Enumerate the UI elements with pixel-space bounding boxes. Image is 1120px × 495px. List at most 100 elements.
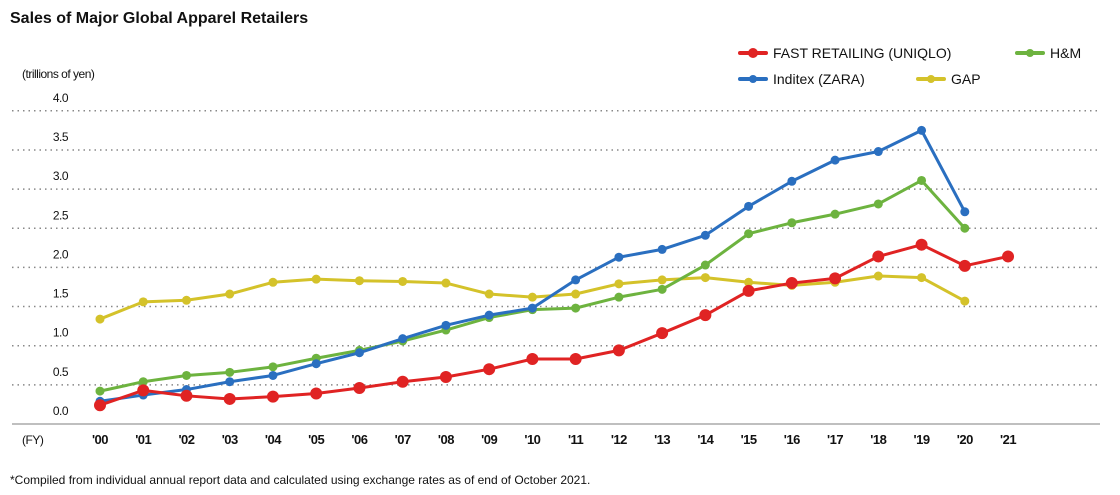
footnote: *Compiled from individual annual report … <box>10 473 590 487</box>
y-tick-label: 2.0 <box>53 247 69 261</box>
x-tick-label: '00 <box>92 432 108 447</box>
data-point <box>657 244 667 254</box>
x-tick-label: '12 <box>611 432 627 447</box>
data-point <box>917 125 927 135</box>
data-point <box>785 277 798 290</box>
data-point <box>266 390 279 403</box>
data-point <box>138 297 148 307</box>
data-point <box>614 252 624 262</box>
data-point <box>700 230 710 240</box>
data-point <box>787 218 797 228</box>
data-point <box>225 377 235 387</box>
legend-marker <box>1026 49 1034 57</box>
data-point <box>917 175 927 185</box>
data-point <box>744 201 754 211</box>
x-tick-label: '20 <box>957 432 973 447</box>
x-tick-label: '02 <box>178 432 194 447</box>
x-axis-label: (FY) <box>22 433 44 447</box>
data-point <box>700 273 710 283</box>
data-point <box>657 275 667 285</box>
y-tick-label: 1.5 <box>53 287 69 301</box>
legend-marker <box>749 75 757 83</box>
x-tick-label: '14 <box>697 432 714 447</box>
x-tick-label: '10 <box>524 432 540 447</box>
data-point <box>614 279 624 289</box>
legend-marker <box>927 75 935 83</box>
data-point <box>571 303 581 313</box>
data-point <box>483 363 496 376</box>
data-point <box>484 289 494 299</box>
x-tick-label: '16 <box>784 432 800 447</box>
legend-label: GAP <box>951 71 981 87</box>
data-point <box>353 381 366 394</box>
legend-label: Inditex (ZARA) <box>773 71 865 87</box>
data-point <box>700 260 710 270</box>
data-point <box>915 238 928 251</box>
data-point <box>1002 250 1015 263</box>
data-point <box>268 362 278 372</box>
x-tick-label: '13 <box>654 432 670 447</box>
chart-title: Sales of Major Global Apparel Retailers <box>10 10 308 27</box>
y-tick-label: 3.0 <box>53 169 69 183</box>
data-point <box>137 384 150 397</box>
data-point <box>569 353 582 366</box>
series-line-0 <box>99 243 1009 407</box>
y-axis-label: (trillions of yen) <box>22 67 95 81</box>
data-point <box>223 392 236 405</box>
data-point <box>94 399 106 412</box>
x-tick-label: '04 <box>265 432 282 447</box>
data-point <box>830 155 840 165</box>
data-point <box>960 223 970 233</box>
data-point <box>268 277 278 287</box>
x-tick-label: '18 <box>870 432 886 447</box>
data-point <box>744 277 754 287</box>
x-tick-label: '19 <box>914 432 930 447</box>
data-point <box>526 353 539 366</box>
data-point <box>614 292 624 302</box>
data-point <box>396 375 409 388</box>
data-point <box>571 289 581 299</box>
data-point <box>225 367 235 377</box>
data-point <box>439 371 452 384</box>
data-point <box>829 272 842 285</box>
data-point <box>268 370 278 380</box>
data-point <box>95 314 105 324</box>
data-point <box>917 273 927 283</box>
data-point <box>181 370 191 380</box>
data-point <box>787 176 797 186</box>
data-point <box>180 389 193 402</box>
y-tick-label: 2.5 <box>53 208 69 222</box>
x-tick-label: '11 <box>568 432 584 447</box>
data-point <box>354 348 364 358</box>
data-point <box>742 284 755 297</box>
x-tick-label: '03 <box>222 432 238 447</box>
data-point <box>311 274 321 284</box>
x-tick-label: '08 <box>438 432 454 447</box>
x-tick-label: '15 <box>741 432 757 447</box>
data-point <box>398 334 408 344</box>
data-point <box>181 295 191 305</box>
data-point <box>441 278 451 288</box>
y-tick-label: 0.0 <box>53 404 69 418</box>
data-point <box>484 310 494 320</box>
data-point <box>873 147 883 157</box>
data-point <box>699 309 712 322</box>
x-tick-label: '01 <box>135 432 151 447</box>
data-point <box>138 377 148 387</box>
data-point <box>527 292 537 302</box>
legend-marker <box>748 48 758 58</box>
data-point <box>958 259 971 272</box>
y-tick-label: 1.0 <box>53 326 69 340</box>
data-point <box>830 209 840 219</box>
y-tick-label: 4.0 <box>53 91 69 105</box>
data-point <box>656 327 669 340</box>
data-point <box>612 344 625 357</box>
x-tick-label: '17 <box>827 432 843 447</box>
data-point <box>225 289 235 299</box>
legend: FAST RETAILING (UNIQLO) H&M Inditex (ZARA)… <box>738 45 1081 87</box>
y-tick-label: 3.5 <box>53 130 69 144</box>
data-point <box>657 284 667 294</box>
data-point <box>744 229 754 239</box>
data-point <box>960 296 970 306</box>
